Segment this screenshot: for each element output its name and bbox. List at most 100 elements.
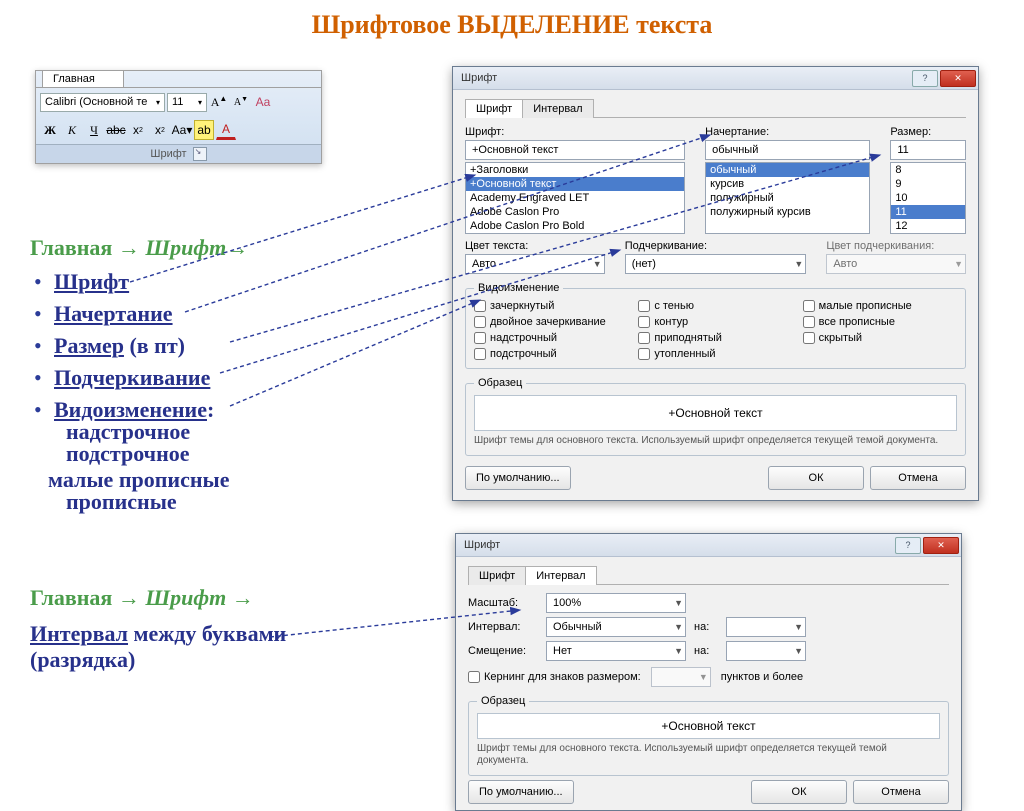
chk-shadow[interactable]: с тенью <box>638 300 792 312</box>
interval-dialog: Шрифт ? ✕ Шрифт Интервал Масштаб: 100%▼ … <box>455 533 962 811</box>
lbl-font: Шрифт: <box>465 126 685 138</box>
position-combo[interactable]: Нет▼ <box>546 641 686 661</box>
color-combo[interactable]: Авто▼ <box>465 254 605 274</box>
style-list[interactable]: обычный курсив полужирный полужирный кур… <box>705 162 870 234</box>
close-icon[interactable]: ✕ <box>923 537 959 554</box>
size-text[interactable]: 11 <box>890 140 966 160</box>
nav-font-path: Главная → Шрифт→ Шрифт Начертание Размер… <box>30 235 248 521</box>
font-dialog: Шрифт ? ✕ Шрифт Интервал Шрифт: +Основно… <box>452 66 979 501</box>
chk-strike[interactable]: зачеркнутый <box>474 300 628 312</box>
li-size[interactable]: Размер <box>54 333 124 358</box>
lbl-spacing: Интервал: <box>468 621 538 633</box>
preview-hint: Шрифт темы для основного текста. Использ… <box>474 435 957 447</box>
ribbon-panel-label: Шрифт <box>150 148 186 160</box>
font-color-icon[interactable]: A <box>216 121 236 140</box>
nav2-b: Шрифт <box>145 585 226 610</box>
nav-interval-path: Главная → Шрифт → Интервал между буквами… <box>30 585 290 673</box>
lbl-style: Начертание: <box>705 126 870 138</box>
underline-icon[interactable]: Ч <box>84 120 104 140</box>
nav2-desc-a: Интервал <box>30 621 128 646</box>
ribbon-tab-home[interactable]: Главная <box>42 70 124 88</box>
lbl-nd: на: <box>694 645 718 657</box>
default-button-2[interactable]: По умолчанию... <box>468 780 574 804</box>
highlight-icon[interactable]: ab <box>194 120 214 140</box>
clear-format-icon[interactable]: Aa <box>253 92 273 112</box>
fx-legend: Видоизменение <box>474 282 563 294</box>
preview-hint-2: Шрифт темы для основного текста. Использ… <box>477 743 940 767</box>
bold-icon[interactable]: Ж <box>40 120 60 140</box>
li-underline[interactable]: Подчеркивание <box>54 365 210 390</box>
default-button[interactable]: По умолчанию... <box>465 466 571 490</box>
li-sub2: подстрочное <box>66 441 248 467</box>
strike-icon[interactable]: abc <box>106 120 126 140</box>
style-text[interactable]: обычный <box>705 140 870 160</box>
li-font[interactable]: Шрифт <box>54 269 129 294</box>
size-list[interactable]: 8 9 10 11 12 <box>890 162 966 234</box>
kerning-checkbox[interactable] <box>468 671 480 683</box>
chk-subscript[interactable]: подстрочный <box>474 348 628 360</box>
chk-engrave[interactable]: утопленный <box>638 348 792 360</box>
help-icon[interactable]: ? <box>912 70 938 87</box>
ok-button-2[interactable]: ОК <box>751 780 847 804</box>
nav1-b: Шрифт <box>145 235 226 260</box>
kerning-label: Кернинг для знаков размером: <box>484 671 641 683</box>
chk-hidden[interactable]: скрытый <box>803 332 957 344</box>
lbl-scale: Масштаб: <box>468 597 538 609</box>
lbl-size: Размер: <box>890 126 966 138</box>
subscript-icon[interactable]: x2 <box>128 120 148 140</box>
close-icon[interactable]: ✕ <box>940 70 976 87</box>
cancel-button[interactable]: Отмена <box>870 466 966 490</box>
chk-outline[interactable]: контур <box>638 316 792 328</box>
font-family-combo[interactable]: Calibri (Основной те▾ <box>40 93 165 112</box>
help-icon[interactable]: ? <box>895 537 921 554</box>
nav2-desc-b: между буквами <box>128 621 286 646</box>
font-size-combo[interactable]: 11▾ <box>167 93 207 112</box>
ribbon-font-panel: Главная Calibri (Основной те▾ 11▾ A▲ A▼ … <box>35 70 322 164</box>
font-family-value: Calibri (Основной те <box>45 96 147 108</box>
dialog-launcher-icon[interactable] <box>193 147 207 161</box>
lbl-under: Подчеркивание: <box>625 240 807 252</box>
kerning-value: ▼ <box>651 667 711 687</box>
chk-emboss[interactable]: приподнятый <box>638 332 792 344</box>
tab-font[interactable]: Шрифт <box>468 566 526 585</box>
lbl-na: на: <box>694 621 718 633</box>
tab-interval[interactable]: Интервал <box>522 99 593 118</box>
preview-group: Образец +Основной текст Шрифт темы для о… <box>465 377 966 456</box>
spacing-value[interactable]: ▼ <box>726 617 806 637</box>
chk-smallcaps[interactable]: малые прописные <box>803 300 957 312</box>
tab-font[interactable]: Шрифт <box>465 99 523 118</box>
preview-box-2: +Основной текст <box>477 713 940 739</box>
shrink-font-icon[interactable]: A▼ <box>231 92 251 112</box>
prev-legend-2: Образец <box>477 695 529 707</box>
position-value[interactable]: ▼ <box>726 641 806 661</box>
font-text[interactable]: +Основной текст <box>465 140 685 160</box>
superscript-icon[interactable]: x2 <box>150 120 170 140</box>
chk-dblstrike[interactable]: двойное зачеркивание <box>474 316 628 328</box>
li-size-note: (в пт) <box>129 333 185 358</box>
chk-allcaps[interactable]: все прописные <box>803 316 957 328</box>
nav1-a: Главная <box>30 235 112 260</box>
scale-combo[interactable]: 100%▼ <box>546 593 686 613</box>
page-title: Шрифтовое ВЫДЕЛЕНИЕ текста <box>0 10 1024 40</box>
prev-legend: Образец <box>474 377 526 389</box>
spacing-combo[interactable]: Обычный▼ <box>546 617 686 637</box>
effects-group: Видоизменение зачеркнутый с тенью малые … <box>465 282 966 369</box>
font-list[interactable]: +Заголовки +Основной текст Academy Engra… <box>465 162 685 234</box>
italic-icon[interactable]: К <box>62 120 82 140</box>
chk-superscript[interactable]: надстрочный <box>474 332 628 344</box>
underline-combo[interactable]: (нет)▼ <box>625 254 807 274</box>
font-size-value: 11 <box>172 96 183 108</box>
preview-group-2: Образец +Основной текст Шрифт темы для о… <box>468 695 949 776</box>
nav2-desc-c: (разрядка) <box>30 647 135 672</box>
dlg1-title: Шрифт <box>461 72 497 84</box>
tab-interval[interactable]: Интервал <box>525 566 596 585</box>
change-case-icon[interactable]: Aa▾ <box>172 120 192 140</box>
lbl-color: Цвет текста: <box>465 240 605 252</box>
underline-color-combo: Авто▼ <box>826 254 966 274</box>
nav2-a: Главная <box>30 585 112 610</box>
ok-button[interactable]: ОК <box>768 466 864 490</box>
lbl-ucolor: Цвет подчеркивания: <box>826 240 966 252</box>
cancel-button-2[interactable]: Отмена <box>853 780 949 804</box>
grow-font-icon[interactable]: A▲ <box>209 92 229 112</box>
li-style[interactable]: Начертание <box>54 301 173 326</box>
